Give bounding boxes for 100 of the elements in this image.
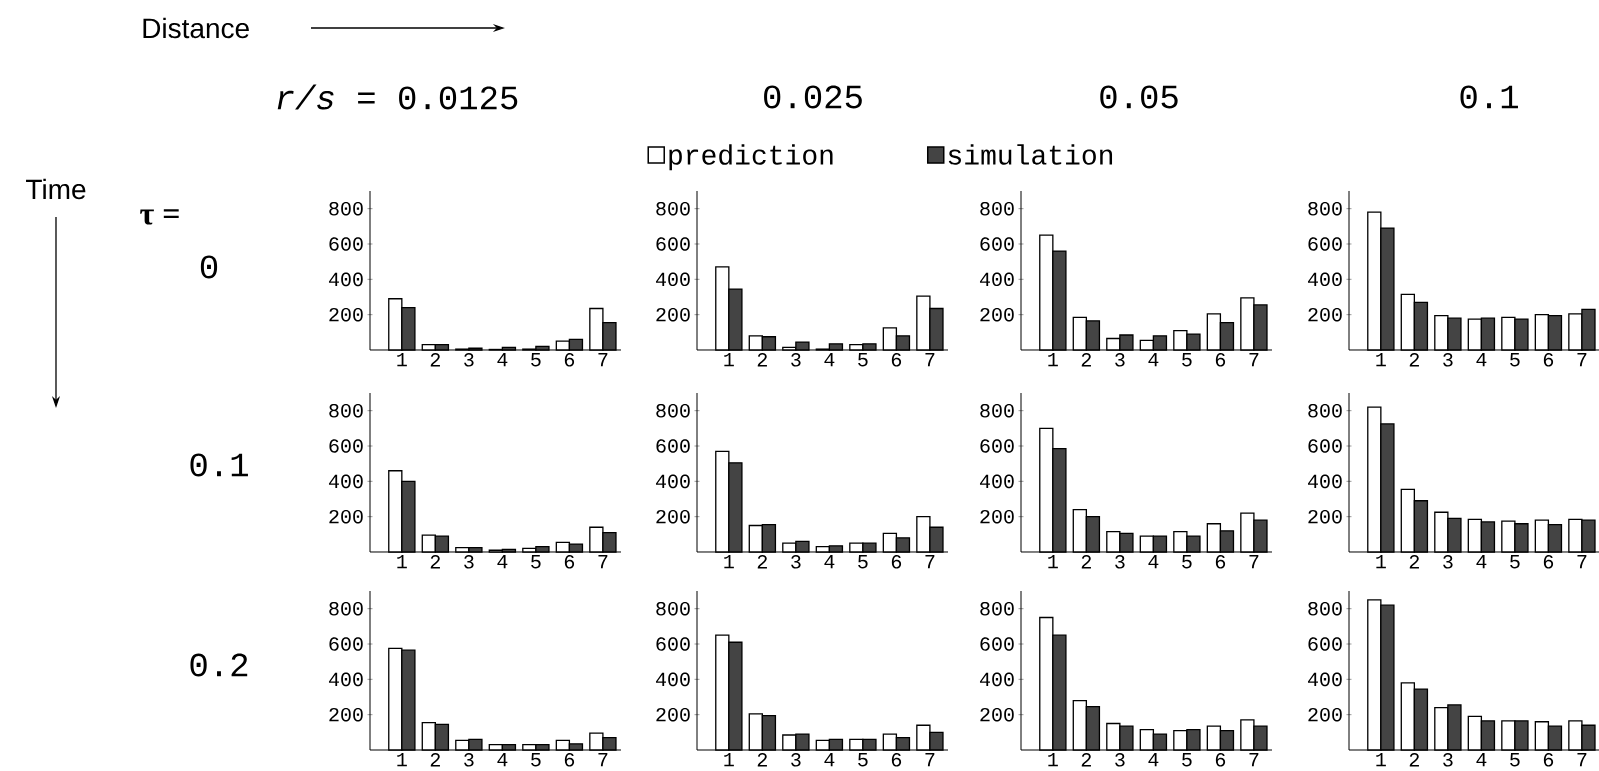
y-tick-label: 800 (656, 403, 690, 418)
x-tick-label: 5 (1510, 353, 1520, 367)
x-tick-label: 6 (1543, 353, 1554, 367)
y-tick-label: 200 (656, 509, 690, 524)
x-tick-label: 7 (1577, 753, 1587, 767)
legend-label: simulation (948, 144, 1113, 165)
x-tick-label: 3 (464, 753, 474, 767)
y-tick-label: 400 (328, 272, 363, 287)
y-tick-label: 400 (1307, 474, 1342, 489)
x-tick-label: 7 (598, 555, 608, 569)
x-tick-label: 1 (724, 555, 734, 569)
x-tick-label: 3 (1443, 353, 1453, 367)
x-tick-label: 3 (791, 353, 801, 367)
x-tick-label: 3 (1115, 753, 1125, 767)
x-tick-label: 5 (1182, 753, 1192, 767)
x-tick-label: 7 (1249, 353, 1259, 367)
x-tick-label: 6 (564, 353, 575, 367)
x-tick-label: 6 (564, 555, 575, 569)
y-tick-label: 800 (1308, 601, 1342, 616)
x-tick-label: 2 (1081, 555, 1091, 569)
y-tick-label: 200 (980, 707, 1014, 722)
x-tick-label: 5 (1510, 753, 1520, 767)
x-tick-label: 4 (497, 753, 508, 767)
x-tick-label: 1 (1048, 353, 1058, 367)
chart-title: r/s = 0.0125 (277, 84, 518, 110)
y-tick-label: 200 (1308, 307, 1342, 322)
x-tick-label: 5 (858, 353, 868, 367)
chart-title: 0.025 (764, 85, 862, 109)
y-tick-label: 800 (656, 201, 690, 216)
x-tick-label: 3 (791, 753, 801, 767)
x-tick-label: 2 (757, 555, 767, 569)
y-tick-label: 800 (1308, 403, 1342, 418)
x-tick-label: 4 (1148, 555, 1159, 569)
x-tick-label: 2 (1409, 555, 1419, 569)
x-tick-label: 6 (564, 753, 575, 767)
x-tick-label: 4 (1148, 753, 1159, 767)
x-tick-label: 6 (1215, 353, 1226, 367)
y-tick-label: 600 (980, 237, 1014, 251)
x-tick-label: 7 (598, 753, 608, 767)
y-tick-label: 400 (328, 672, 363, 687)
y-tick-label: 400 (655, 272, 690, 287)
x-tick-label: 4 (824, 753, 835, 767)
x-tick-label: 4 (1476, 353, 1487, 367)
x-tick-label: 2 (757, 753, 767, 767)
x-tick-label: 2 (430, 353, 440, 367)
y-axis-title: 0 (200, 255, 218, 279)
x-tick-label: 7 (1249, 753, 1259, 767)
x-tick-label: 2 (1081, 753, 1091, 767)
y-tick-label: 400 (979, 672, 1014, 687)
x-tick-label: 6 (891, 555, 902, 569)
y-tick-label: 600 (656, 439, 690, 453)
x-tick-label: 5 (1182, 353, 1192, 367)
x-tick-label: 1 (1376, 753, 1386, 767)
y-tick-label: 200 (329, 307, 363, 322)
y-tick-label: 600 (329, 439, 363, 453)
legend-label: prediction (669, 144, 833, 171)
x-tick-label: 5 (858, 555, 868, 569)
x-tick-label: 1 (1376, 555, 1386, 569)
chart-title: 0.1 (1460, 85, 1518, 109)
x-tick-label: 1 (1376, 353, 1386, 367)
x-tick-label: 1 (1048, 753, 1058, 767)
y-tick-label: 600 (329, 237, 363, 251)
x-tick-label: 3 (1115, 555, 1125, 569)
x-tick-label: 4 (824, 555, 835, 569)
x-tick-label: 3 (1443, 753, 1453, 767)
y-tick-label: 600 (980, 637, 1014, 651)
x-tick-label: 1 (397, 353, 407, 367)
x-tick-label: 2 (1409, 353, 1419, 367)
x-tick-label: 6 (1215, 753, 1226, 767)
y-tick-label: 600 (1308, 439, 1342, 453)
x-tick-label: 5 (531, 555, 541, 569)
x-tick-label: 7 (1249, 555, 1259, 569)
x-tick-label: 2 (430, 555, 440, 569)
x-tick-label: 4 (824, 353, 835, 367)
y-tick-label: 800 (980, 403, 1014, 418)
x-tick-label: 4 (497, 353, 508, 367)
y-tick-label: 200 (1308, 707, 1342, 722)
y-tick-label: 200 (656, 307, 690, 322)
x-tick-label: 5 (1510, 555, 1520, 569)
x-tick-label: 3 (464, 555, 474, 569)
y-tick-label: 800 (656, 601, 690, 616)
y-tick-label: 600 (656, 637, 690, 651)
text: Time (26, 178, 86, 200)
x-tick-label: 1 (724, 353, 734, 367)
x-tick-label: 2 (430, 753, 440, 767)
y-tick-label: 400 (1307, 272, 1342, 287)
y-tick-label: 800 (329, 403, 363, 418)
x-tick-label: 6 (1543, 753, 1554, 767)
x-tick-label: 1 (397, 753, 407, 767)
text: τ = (140, 209, 179, 225)
y-tick-label: 800 (1308, 201, 1342, 216)
text: Distance (143, 17, 249, 39)
y-tick-label: 800 (329, 601, 363, 616)
y-tick-label: 200 (656, 707, 690, 722)
x-tick-label: 1 (724, 753, 734, 767)
y-tick-label: 600 (656, 237, 690, 251)
y-tick-label: 400 (1307, 672, 1342, 687)
chart-title: 0.05 (1100, 85, 1178, 109)
x-tick-label: 5 (531, 753, 541, 767)
x-tick-label: 7 (925, 555, 935, 569)
